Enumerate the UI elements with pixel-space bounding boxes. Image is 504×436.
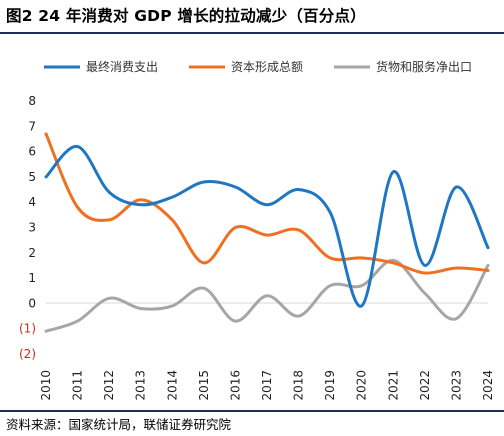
source-note: 资料来源：国家统计局，联储证券研究院 — [6, 417, 232, 432]
legend-label-consumption: 最终消费支出 — [86, 59, 158, 74]
y-tick-label: 1 — [28, 271, 36, 285]
x-tick-label: 2010 — [39, 370, 53, 401]
legend-item-capital: 资本形成总额 — [189, 60, 303, 74]
series-line-consumption — [44, 144, 490, 308]
y-tick-label: 5 — [28, 170, 36, 184]
x-tick-label: 2021 — [386, 370, 400, 401]
y-tick-label: 2 — [28, 246, 36, 260]
series-line-net-exports — [44, 258, 490, 333]
y-tick-label: (1) — [19, 322, 36, 336]
x-tick-label: 2014 — [165, 370, 179, 401]
y-axis: 8 7 6 5 4 3 2 1 0 (1) (2) — [19, 94, 36, 361]
y-tick-label: 0 — [28, 296, 36, 310]
series-layer — [44, 132, 490, 333]
y-tick-label: 8 — [28, 94, 36, 108]
x-tick-label: 2024 — [481, 370, 495, 401]
y-tick-label: 4 — [28, 195, 36, 209]
legend-label-capital: 资本形成总额 — [231, 60, 303, 74]
x-tick-label: 2016 — [228, 370, 242, 401]
series-line-capital — [44, 132, 490, 275]
legend-item-net-exports: 货物和服务净出口 — [334, 59, 472, 74]
x-tick-label: 2023 — [449, 370, 463, 401]
x-tick-label: 2020 — [355, 370, 369, 401]
x-tick-label: 2017 — [260, 370, 274, 401]
x-tick-label: 2011 — [71, 370, 85, 401]
y-tick-label: 7 — [28, 119, 36, 133]
y-tick-label: 6 — [28, 145, 36, 159]
legend-item-consumption: 最终消费支出 — [44, 59, 158, 74]
legend: 最终消费支出 资本形成总额 货物和服务净出口 — [44, 59, 472, 74]
line-chart: 最终消费支出 资本形成总额 货物和服务净出口 8 7 6 5 4 3 2 1 0 (1) (2) 2… — [19, 59, 495, 401]
y-tick-label: (2) — [19, 347, 36, 361]
x-tick-label: 2019 — [323, 370, 337, 401]
x-axis: 2010 2011 2012 2013 2014 2015 2016 2017 2018 2019… — [39, 370, 495, 401]
legend-label-net-exports: 货物和服务净出口 — [376, 59, 472, 74]
chart-title: 图2 24 年消费对 GDP 增长的拉动减少（百分点） — [6, 7, 366, 25]
x-tick-label: 2012 — [102, 370, 116, 401]
source-rule — [0, 410, 504, 412]
title-rule — [0, 32, 504, 34]
y-tick-label: 3 — [28, 221, 36, 235]
x-tick-label: 2013 — [134, 370, 148, 401]
x-tick-label: 2022 — [418, 370, 432, 401]
x-tick-label: 2015 — [197, 370, 211, 401]
x-tick-label: 2018 — [292, 370, 306, 401]
